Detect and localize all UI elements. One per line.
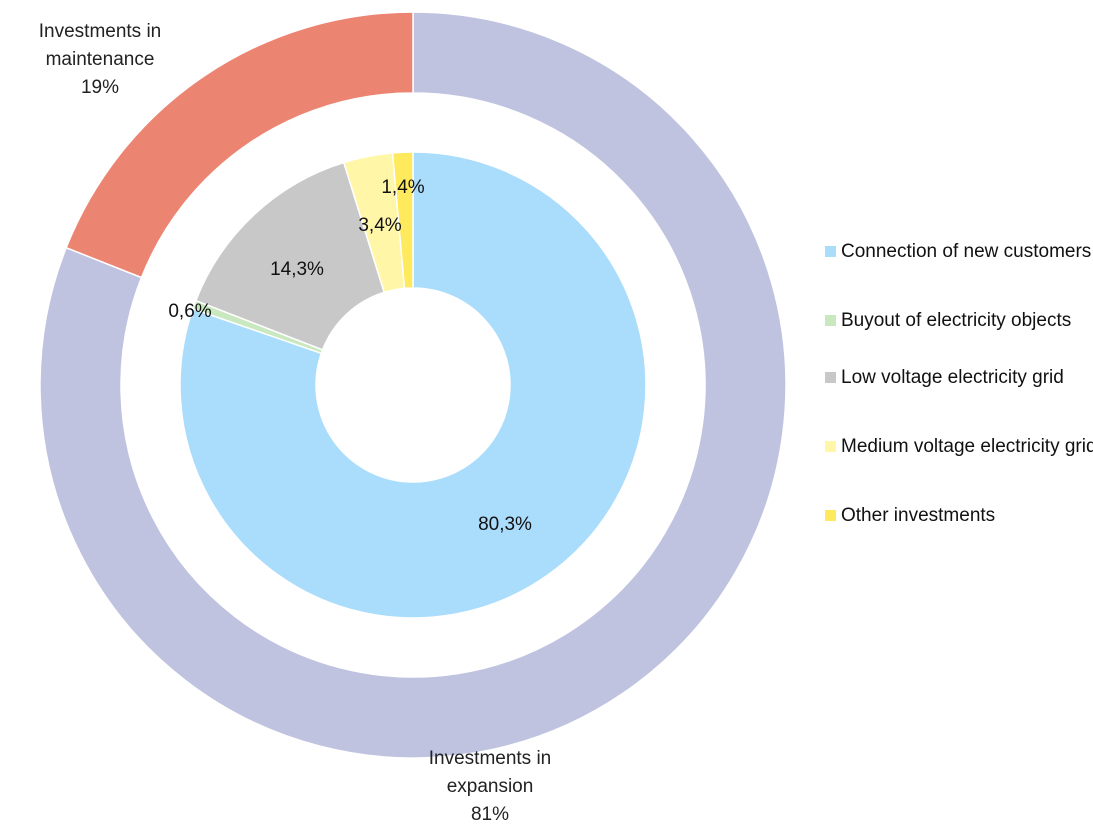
donut-segment [39,11,787,759]
segment-value: 19% [80,77,120,98]
legend-item: Connection of new customers [825,240,1093,263]
legend-swatch [825,441,836,452]
legend-swatch [825,372,836,383]
segment-name: Investments in maintenance [38,21,162,70]
legend-label: Low voltage electricity grid [841,367,1064,388]
legend-swatch [825,510,836,521]
legend-label: Connection of new customers [841,241,1092,262]
data-label: 14,3% [270,259,324,280]
legend-swatch [825,315,836,326]
donut-segment [179,151,647,619]
legend-item: Other investments [825,504,1093,527]
data-label: 1,4% [381,177,425,198]
legend-item: Buyout of electricity objects [825,309,1093,332]
legend-item: Medium voltage electricity grid [825,435,1093,458]
segment-value: 81% [470,804,510,825]
legend-label: Medium voltage electricity grid [841,436,1093,457]
segment-label: Investments in maintenance 19% [5,18,195,102]
data-label: 0,6% [168,301,212,322]
data-label: 3,4% [358,215,402,236]
donut-segment [391,151,414,290]
donut-segment [65,11,414,279]
data-label: 80,3% [478,514,532,535]
legend-item: Low voltage electricity grid [825,366,1093,389]
legend-swatch [825,246,836,257]
segment-name: Investments in expansion [428,748,552,797]
legend-label: Other investments [841,505,996,526]
donut-segment [194,161,386,351]
segment-label: Investments in expansion 81% [395,745,585,829]
legend-label: Buyout of electricity objects [841,310,1072,331]
